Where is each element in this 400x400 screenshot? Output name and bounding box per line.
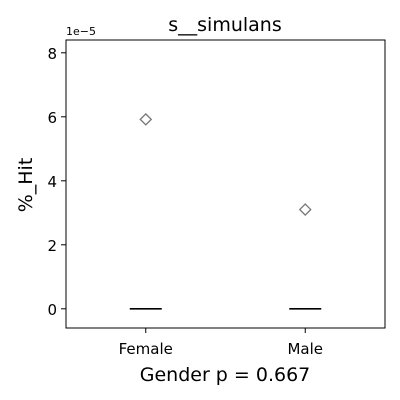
outlier-point <box>298 203 312 217</box>
chart-title: s__simulans <box>168 14 282 36</box>
y-tick-label: 2 <box>47 237 57 255</box>
y-axis-label: %_Hit <box>15 158 37 213</box>
x-tick-label: Male <box>287 340 323 358</box>
y-tick-label: 4 <box>47 173 57 191</box>
outlier-point <box>139 112 153 126</box>
y-axis-offset-label: 1e−5 <box>66 25 96 38</box>
x-axis-label: Gender p = 0.667 <box>140 364 311 386</box>
y-tick-label: 8 <box>47 45 57 63</box>
x-tick-label: Female <box>119 340 173 358</box>
y-tick-label: 6 <box>47 109 57 127</box>
plot-frame <box>65 39 386 329</box>
y-tick-label: 0 <box>47 301 57 319</box>
